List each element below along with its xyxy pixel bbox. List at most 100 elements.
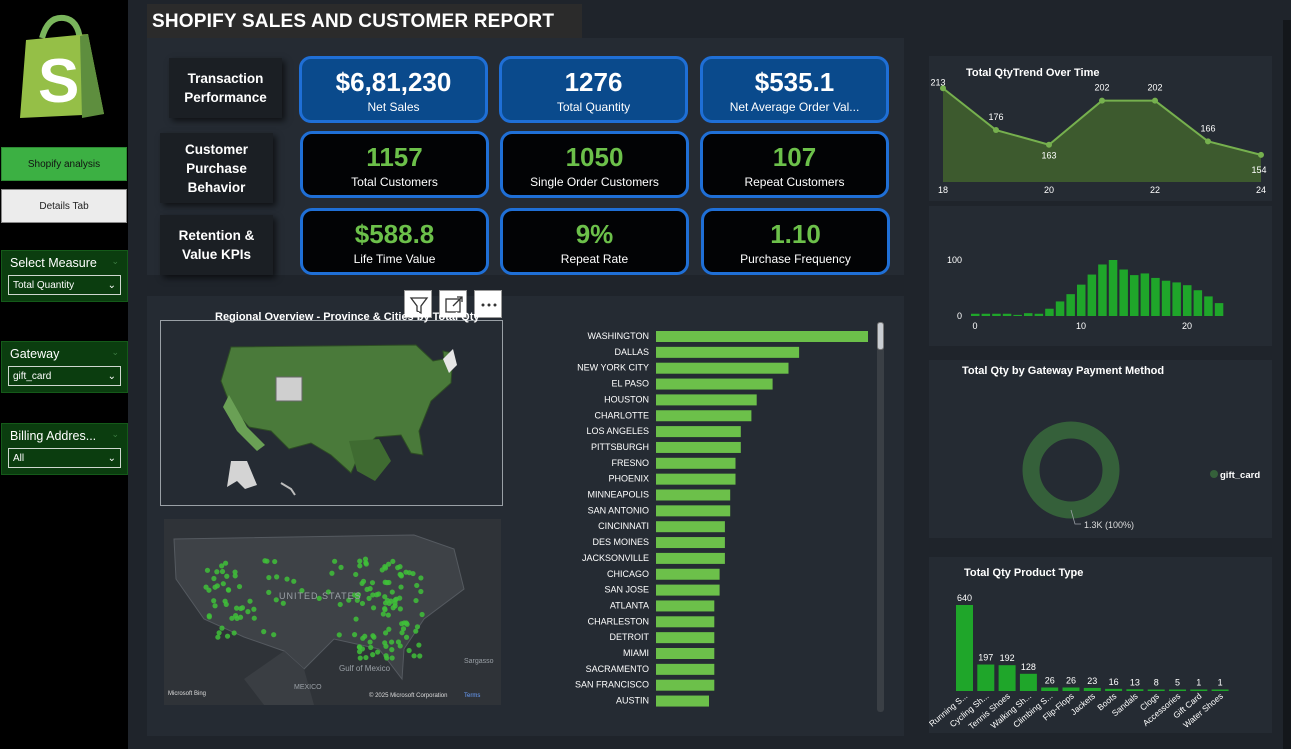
map-bubble[interactable] (390, 558, 396, 565)
map-bubble[interactable] (398, 584, 404, 590)
map-bubble[interactable] (370, 633, 376, 639)
map-bubble[interactable] (222, 598, 228, 604)
map-bubble[interactable] (219, 563, 225, 569)
product-bar[interactable] (1211, 689, 1229, 692)
map-bubble[interactable] (299, 588, 305, 594)
map-bubble[interactable] (223, 560, 229, 566)
map-bubble[interactable] (359, 600, 366, 607)
map-bubble[interactable] (332, 558, 338, 564)
map-bubble[interactable] (414, 624, 421, 630)
hourly-bar-chart[interactable]: 100 00 10 20 (929, 206, 1272, 346)
map-bubble[interactable] (214, 569, 220, 575)
map-bubble[interactable] (382, 630, 389, 636)
select-measure-dropdown[interactable]: Total Quantity ⌄ (8, 275, 121, 295)
product-bar[interactable] (977, 664, 995, 691)
map-bubble[interactable] (364, 586, 370, 593)
map-bubble[interactable] (386, 626, 392, 632)
city-bar[interactable] (656, 648, 715, 659)
city-bar[interactable] (656, 441, 741, 453)
city-bar[interactable] (656, 663, 715, 675)
map-bubble[interactable] (337, 601, 343, 608)
map-bubble[interactable] (380, 611, 386, 617)
map-bubble[interactable] (357, 655, 363, 661)
map-bubble[interactable] (370, 652, 376, 658)
trend-point[interactable] (1152, 97, 1158, 104)
map-bubble[interactable] (367, 639, 373, 645)
map-bubble[interactable] (338, 564, 344, 570)
map-bubble[interactable] (225, 587, 232, 593)
map-bubble[interactable] (418, 575, 424, 581)
city-chart-scrollbar[interactable] (877, 322, 884, 712)
map-bubble[interactable] (353, 571, 359, 578)
map-bubble[interactable] (382, 605, 388, 612)
trend-point[interactable] (1099, 97, 1105, 104)
product-bar[interactable] (956, 605, 973, 691)
map-bubble[interactable] (280, 600, 286, 606)
map-bubble[interactable] (385, 561, 392, 567)
kpi-card-repeat-customers[interactable]: 107 Repeat Customers (700, 131, 889, 198)
map-bubble[interactable] (406, 647, 412, 654)
kpi-card-net-sales[interactable]: $6,81,230 Net Sales (299, 56, 488, 123)
kpi-card-total-quantity[interactable]: 1276 Total Quantity (499, 56, 688, 123)
map-bubble[interactable] (266, 589, 272, 595)
map-bubble[interactable] (231, 630, 237, 636)
hour-bar[interactable] (1172, 282, 1181, 316)
focus-mode-icon[interactable] (439, 290, 467, 318)
map-bubble[interactable] (374, 592, 380, 598)
filter-icon[interactable] (404, 290, 432, 318)
hour-bar[interactable] (1045, 308, 1054, 316)
kpi-card-total-customers[interactable]: 1157 Total Customers (300, 131, 489, 198)
city-bar[interactable] (656, 489, 731, 501)
map-bubble[interactable] (233, 605, 240, 611)
map-bubble[interactable] (395, 565, 401, 571)
hour-bar[interactable] (1066, 294, 1075, 316)
map-bubble[interactable] (273, 597, 279, 603)
map-bubble[interactable] (411, 653, 417, 659)
filled-map-visual[interactable] (160, 320, 503, 506)
map-bubble[interactable] (414, 582, 420, 589)
nav-shopify-analysis-button[interactable]: Shopify analysis (1, 147, 127, 181)
map-bubble[interactable] (382, 563, 388, 570)
map-bubble[interactable] (357, 558, 363, 564)
map-bubble[interactable] (400, 626, 407, 632)
map-bubble[interactable] (247, 598, 253, 604)
map-bubble[interactable] (204, 567, 211, 573)
map-bubble[interactable] (261, 629, 267, 635)
map-bubble[interactable] (399, 630, 405, 636)
hour-bar[interactable] (1098, 264, 1107, 316)
city-bar[interactable] (656, 362, 789, 374)
map-bubble[interactable] (353, 616, 359, 622)
map-bubble[interactable] (203, 584, 209, 590)
map-bubble[interactable] (355, 593, 361, 599)
nav-details-tab-button[interactable]: Details Tab (1, 189, 127, 223)
map-bubble[interactable] (251, 615, 257, 621)
hour-bar[interactable] (1130, 275, 1139, 316)
hour-bar[interactable] (1024, 313, 1033, 316)
map-bubble[interactable] (291, 578, 297, 584)
product-bar[interactable] (998, 665, 1016, 691)
map-bubble[interactable] (329, 570, 335, 576)
map-bubble[interactable] (389, 655, 395, 661)
scrollbar-thumb[interactable] (877, 322, 884, 350)
map-bubble[interactable] (229, 615, 235, 621)
map-bubble[interactable] (284, 576, 290, 582)
product-bar[interactable] (1190, 689, 1208, 692)
map-bubble[interactable] (413, 597, 419, 604)
chevron-down-icon[interactable]: ⌄ (111, 256, 119, 266)
trend-point[interactable] (1046, 141, 1052, 148)
hour-bar[interactable] (1034, 313, 1044, 316)
map-bubble[interactable] (413, 628, 419, 634)
map-bubble[interactable] (206, 613, 212, 619)
map-bubble[interactable] (354, 597, 360, 603)
map-bubble[interactable] (239, 605, 246, 611)
city-bar-chart[interactable]: WASHINGTON DALLAS NEW YORK CITY EL PASO HOUS… (560, 322, 890, 712)
city-bar[interactable] (656, 346, 800, 358)
kpi-card-single-order[interactable]: 1050 Single Order Customers (500, 131, 689, 198)
map-bubble[interactable] (384, 655, 390, 661)
map-bubble[interactable] (375, 649, 381, 655)
map-bubble[interactable] (224, 633, 231, 639)
hour-bar[interactable] (1204, 296, 1213, 316)
city-bar[interactable] (656, 600, 715, 612)
hour-bar[interactable] (1055, 301, 1065, 316)
